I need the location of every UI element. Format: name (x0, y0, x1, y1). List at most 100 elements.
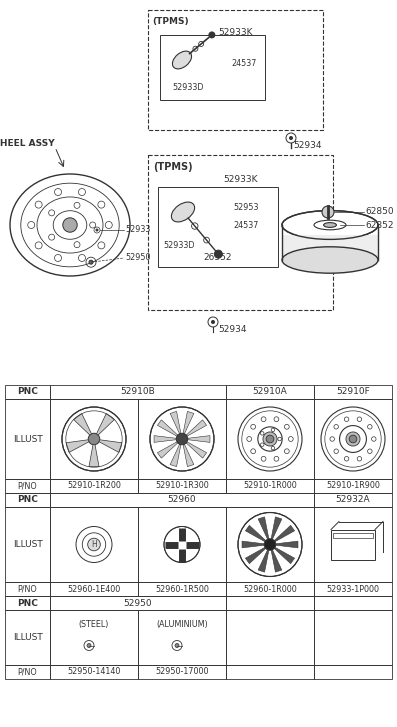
Polygon shape (274, 547, 295, 563)
Ellipse shape (282, 211, 378, 239)
Bar (226, 610, 314, 665)
Circle shape (87, 643, 91, 648)
Bar (226, 479, 314, 493)
Text: ILLUST: ILLUST (13, 633, 42, 642)
Circle shape (63, 218, 77, 232)
Text: 52950-17000: 52950-17000 (155, 667, 209, 677)
Circle shape (264, 539, 276, 550)
Circle shape (88, 538, 100, 551)
Text: 52960-1E400: 52960-1E400 (67, 585, 121, 593)
Bar (5, 479, 50, 493)
Text: (TPMS): (TPMS) (153, 162, 193, 172)
Polygon shape (154, 435, 177, 442)
Bar (50, 596, 226, 610)
Text: ILLUST: ILLUST (13, 435, 42, 443)
Text: 62850: 62850 (365, 207, 393, 217)
Text: 52933K: 52933K (218, 28, 253, 37)
Circle shape (96, 229, 98, 231)
Text: P/NO: P/NO (17, 667, 37, 677)
Text: 52953: 52953 (233, 203, 258, 212)
Text: PNC: PNC (17, 496, 38, 505)
Circle shape (346, 432, 360, 446)
Bar (314, 507, 392, 582)
Text: PNC: PNC (17, 387, 38, 396)
Ellipse shape (172, 51, 192, 69)
Bar (5, 493, 50, 507)
Text: 52933K: 52933K (223, 175, 258, 184)
Text: 52933D: 52933D (163, 241, 195, 249)
Bar (50, 479, 138, 493)
Text: 52910-1R000: 52910-1R000 (243, 481, 297, 491)
Bar (331, 529, 375, 560)
Bar (226, 399, 314, 479)
Circle shape (263, 432, 277, 446)
Polygon shape (258, 549, 269, 572)
Bar (5, 385, 50, 399)
Bar (138, 399, 226, 479)
Text: P/NO: P/NO (17, 585, 37, 593)
Polygon shape (242, 541, 265, 548)
Text: 52910F: 52910F (336, 387, 370, 396)
Circle shape (212, 321, 214, 324)
Bar (5, 399, 50, 479)
Polygon shape (245, 547, 266, 563)
Text: 52910B: 52910B (121, 387, 155, 396)
Bar (138, 582, 226, 596)
Ellipse shape (324, 222, 336, 228)
Text: 52932A: 52932A (336, 496, 370, 505)
Bar (5, 665, 50, 679)
Text: 52934: 52934 (293, 142, 322, 150)
Polygon shape (183, 443, 194, 467)
Text: 52910-1R900: 52910-1R900 (326, 481, 380, 491)
Text: 24537: 24537 (233, 220, 258, 230)
Bar (148, 155, 333, 310)
Polygon shape (271, 549, 282, 572)
Text: 52950: 52950 (125, 254, 150, 262)
Text: 52960-1R500: 52960-1R500 (155, 585, 209, 593)
Bar (314, 479, 392, 493)
Polygon shape (73, 414, 91, 435)
Polygon shape (170, 411, 181, 435)
Polygon shape (157, 441, 179, 458)
Text: 52960-1R000: 52960-1R000 (243, 585, 297, 593)
Polygon shape (185, 419, 206, 437)
Polygon shape (183, 411, 194, 435)
Text: 52933-1P000: 52933-1P000 (326, 585, 380, 593)
Bar (50, 665, 138, 679)
Bar (314, 610, 392, 665)
Polygon shape (275, 541, 298, 548)
Text: 24537: 24537 (231, 58, 257, 68)
Polygon shape (89, 445, 99, 467)
Bar (314, 665, 392, 679)
Ellipse shape (314, 220, 346, 230)
Bar (50, 399, 138, 479)
Circle shape (209, 32, 215, 38)
Text: 52934: 52934 (218, 326, 247, 334)
Polygon shape (274, 526, 295, 542)
Text: 52950: 52950 (124, 598, 152, 608)
Text: 52960: 52960 (168, 496, 196, 505)
Text: P/NO: P/NO (17, 481, 37, 491)
Text: PNC: PNC (17, 598, 38, 608)
Bar (158, 187, 278, 267)
Polygon shape (185, 441, 206, 458)
Polygon shape (157, 419, 179, 437)
Text: (STEEL): (STEEL) (79, 620, 109, 629)
Bar (50, 582, 138, 596)
Bar (5, 610, 50, 665)
Bar (50, 385, 226, 399)
Text: (TPMS): (TPMS) (152, 17, 189, 26)
Bar (226, 596, 314, 610)
Text: 62852: 62852 (365, 220, 393, 230)
Bar (138, 479, 226, 493)
Text: 52910-1R300: 52910-1R300 (155, 481, 209, 491)
Polygon shape (66, 440, 89, 452)
Text: 52950-14140: 52950-14140 (67, 667, 121, 677)
Text: 52910-1R200: 52910-1R200 (67, 481, 121, 491)
Polygon shape (187, 435, 210, 442)
Circle shape (322, 206, 334, 218)
Circle shape (289, 137, 293, 140)
Text: 52933D: 52933D (172, 84, 204, 92)
Circle shape (349, 435, 357, 443)
Bar (138, 507, 226, 582)
